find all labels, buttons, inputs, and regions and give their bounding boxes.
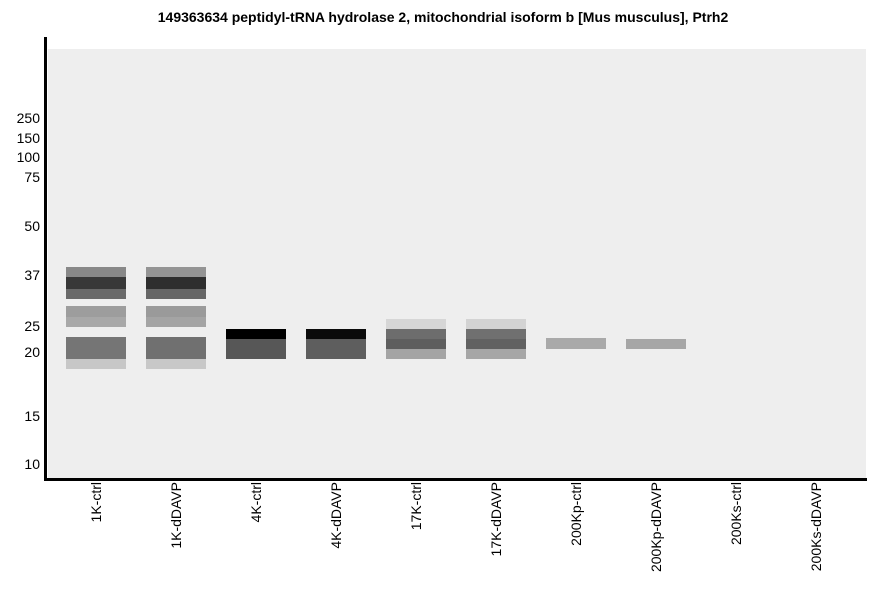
y-axis-line [44,37,47,481]
ytick-label: 75 [24,169,40,185]
gel-band [386,319,446,329]
ytick-label: 250 [16,110,40,126]
gel-band [226,329,286,339]
gel-band [66,359,126,369]
lane-label: 17K-dDAVP [488,482,504,557]
lane-label: 1K-dDAVP [168,482,184,549]
gel-band [626,339,686,349]
lane-label: 200Ks-dDAVP [808,482,824,572]
gel-band [146,289,206,299]
gel-band [386,329,446,339]
gel-band [66,277,126,289]
gel-band [66,337,126,359]
ytick-label: 10 [24,456,40,472]
gel-band [66,306,126,317]
ytick-label: 37 [24,267,40,283]
plot-area [48,49,866,478]
ytick-label: 100 [16,149,40,165]
gel-band [386,349,446,359]
gel-band [146,337,206,359]
gel-band [466,329,526,339]
ytick-label: 20 [24,344,40,360]
gel-band [466,349,526,359]
gel-band [386,339,446,349]
gel-band [66,289,126,299]
ytick-label: 150 [16,130,40,146]
figure-title: 149363634 peptidyl-tRNA hydrolase 2, mit… [157,9,729,25]
gel-band [226,339,286,359]
ytick-label: 50 [24,218,40,234]
gel-band [146,306,206,317]
gel-band [146,267,206,277]
gel-band [66,267,126,277]
gel-band [146,277,206,289]
gel-band [146,317,206,327]
gel-band [466,339,526,349]
lane-label: 200Kp-dDAVP [648,482,664,573]
gel-band [66,317,126,327]
gel-band [306,339,366,359]
lane-label: 17K-ctrl [408,482,424,531]
ytick-label: 25 [24,318,40,334]
gel-band [146,359,206,369]
lane-label: 200Ks-ctrl [728,482,744,546]
ytick-label: 15 [24,408,40,424]
x-axis-line [44,478,867,481]
lane-label: 4K-dDAVP [328,482,344,549]
gel-band [306,329,366,339]
lane-label: 200Kp-ctrl [568,482,584,546]
lane-label: 1K-ctrl [88,482,104,523]
gel-band [546,338,606,349]
lane-label: 4K-ctrl [248,482,264,523]
gel-band [466,319,526,329]
